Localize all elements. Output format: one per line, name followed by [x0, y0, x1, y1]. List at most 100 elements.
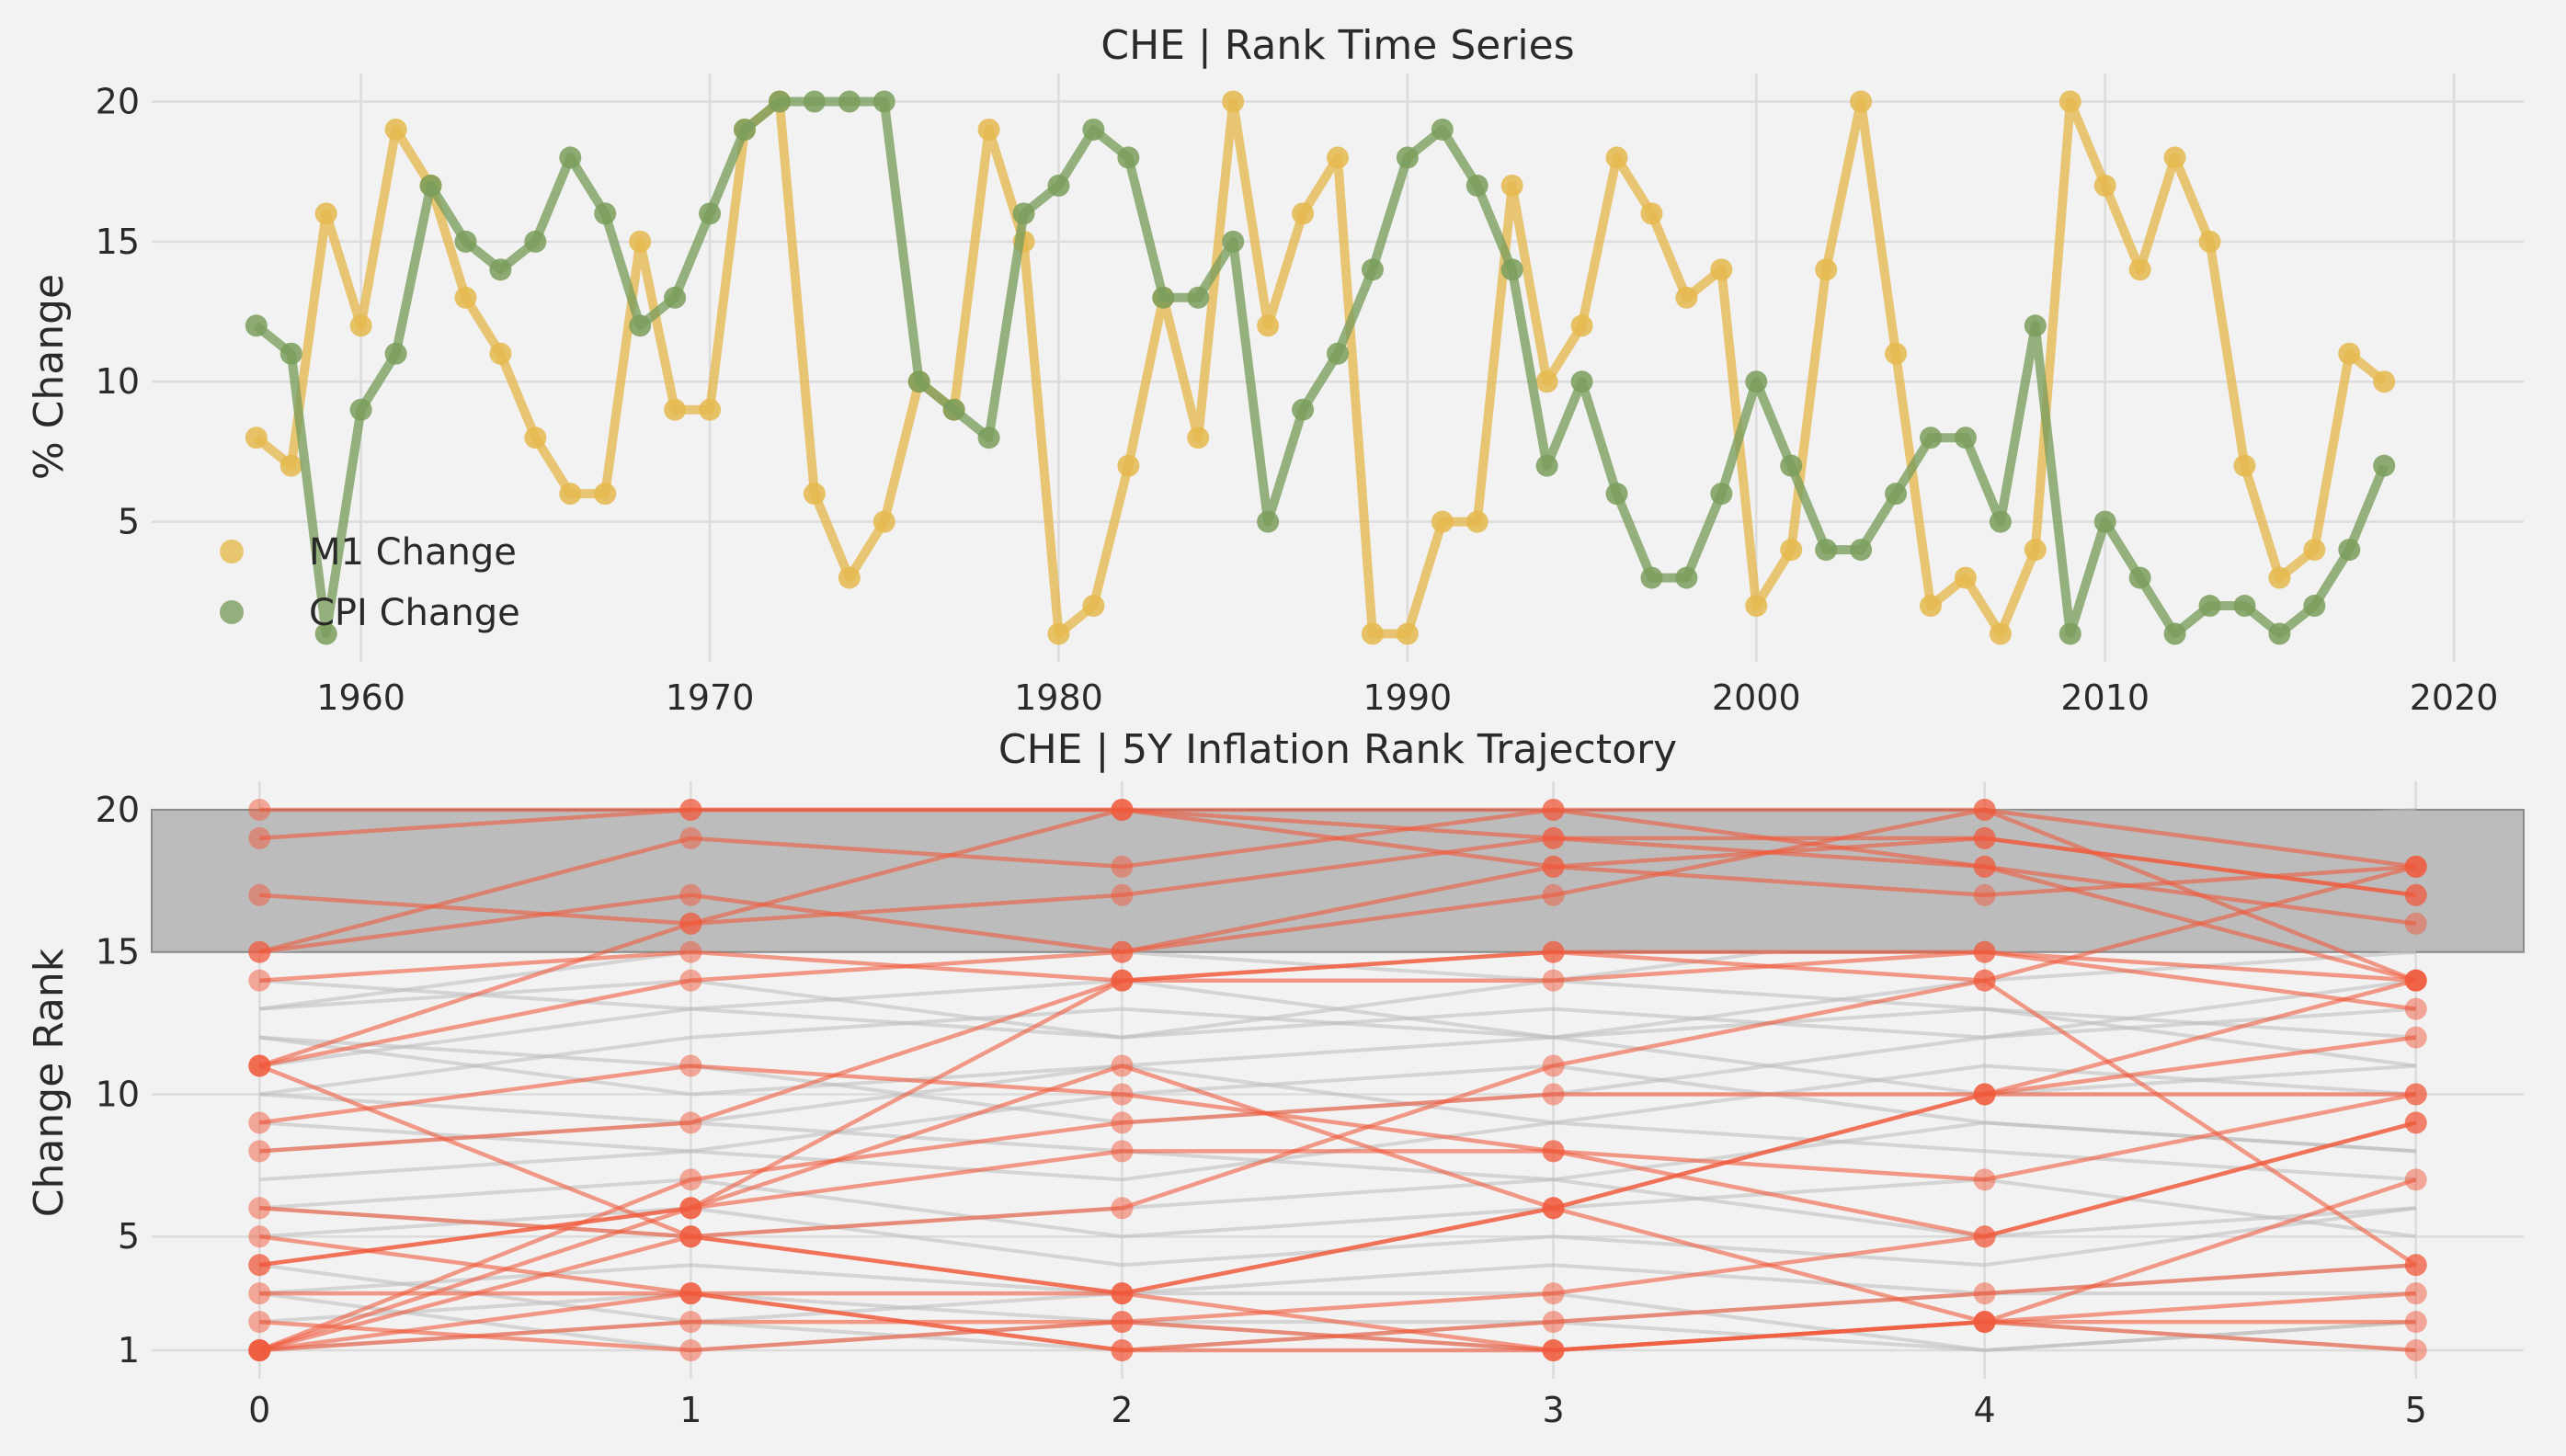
- trajectory-point: [248, 940, 271, 963]
- data-point: [524, 427, 547, 449]
- bottom-y-tick-label: 20: [96, 790, 140, 830]
- data-point: [384, 342, 407, 365]
- trajectory-point: [248, 826, 271, 849]
- data-point: [664, 286, 687, 309]
- trajectory-point: [1973, 883, 1996, 906]
- bottom-chart-ylabel: Change Rank: [26, 948, 73, 1217]
- bottom-x-tick-label: 0: [248, 1390, 270, 1430]
- data-point: [1500, 258, 1523, 281]
- data-point: [2163, 146, 2186, 169]
- trajectory-line: [258, 950, 2416, 1353]
- trajectory-point: [1111, 1054, 1134, 1077]
- trajectory-point: [679, 826, 702, 849]
- data-point: [2198, 230, 2221, 253]
- trajectory-point: [248, 1254, 271, 1277]
- data-point: [1396, 622, 1419, 645]
- trajectory-point: [2404, 912, 2427, 935]
- trajectory-point: [1111, 1083, 1134, 1106]
- data-point: [2128, 258, 2151, 281]
- data-point: [1605, 146, 1628, 169]
- trajectory-point: [1111, 798, 1134, 821]
- highlighted-trajectory: [248, 1111, 2427, 1277]
- bottom-x-tick-label: 1: [679, 1390, 701, 1430]
- data-point: [942, 398, 965, 421]
- data-point: [245, 314, 268, 337]
- data-point: [664, 398, 687, 421]
- data-point: [314, 622, 337, 645]
- data-point: [1815, 258, 1838, 281]
- trajectory-point: [1542, 1140, 1565, 1163]
- data-point: [1954, 566, 1977, 589]
- rank-time-series-chart: CHE | Rank Time Series % Change 1960 1970…: [26, 22, 2524, 718]
- trajectory-point: [1542, 1083, 1565, 1106]
- trajectory-point: [1973, 826, 1996, 849]
- data-point: [349, 314, 372, 337]
- trajectory-point: [2404, 1083, 2427, 1106]
- data-point: [1431, 118, 1454, 141]
- trajectory-line: [259, 836, 2416, 927]
- data-point: [1082, 595, 1105, 618]
- data-point: [1292, 202, 1315, 225]
- background-trajectory: [259, 1177, 2416, 1239]
- legend-label-cpi: CPI Change: [309, 592, 520, 634]
- series-m1: [245, 90, 2396, 645]
- highlighted-trajectory: [248, 969, 2427, 1277]
- data-point: [1465, 510, 1488, 533]
- trajectory-point: [1973, 1282, 1996, 1305]
- trajectory-line: [259, 1064, 2417, 1182]
- trajectory-line: [259, 1177, 2417, 1353]
- data-point: [2198, 595, 2221, 618]
- top-x-tick-label: 2020: [2410, 677, 2499, 718]
- data-point: [1257, 510, 1280, 533]
- trajectory-point: [679, 883, 702, 906]
- data-point: [2059, 90, 2081, 113]
- data-point: [1850, 90, 1873, 113]
- data-point: [1222, 230, 1245, 253]
- trajectory-point: [1111, 1311, 1134, 1334]
- top-y-tick-label: 5: [118, 502, 140, 542]
- trajectory-point: [679, 798, 702, 821]
- data-point: [2128, 566, 2151, 589]
- background-trajectory: [259, 1035, 2416, 1125]
- data-point: [454, 230, 477, 253]
- data-point: [1745, 595, 1768, 618]
- top-chart-ticks: 1960 1970 1980 1990 2000 2010 2020 5 10 15 20: [96, 81, 2499, 718]
- data-point: [524, 230, 547, 253]
- data-point: [734, 118, 756, 141]
- trajectory-point: [248, 969, 271, 992]
- background-trajectory: [259, 978, 2416, 1068]
- data-point: [1675, 566, 1698, 589]
- top-chart-title: CHE | Rank Time Series: [1101, 22, 1574, 69]
- trajectory-point: [1973, 1311, 1996, 1334]
- data-point: [699, 398, 722, 421]
- trajectory-line: [259, 1291, 2416, 1353]
- trajectory-point: [1111, 1282, 1134, 1305]
- data-point: [838, 90, 861, 113]
- data-point: [1257, 314, 1280, 337]
- data-point: [1187, 286, 1210, 309]
- trajectory-point: [248, 1225, 271, 1248]
- bottom-x-tick-label: 3: [1542, 1390, 1564, 1430]
- data-point: [872, 90, 895, 113]
- trajectory-point: [1973, 855, 1996, 878]
- trajectory-point: [1973, 1168, 1996, 1191]
- trajectory-point: [679, 1197, 702, 1220]
- trajectory-point: [1973, 969, 1996, 992]
- trajectory-point: [2404, 1168, 2427, 1191]
- top-chart-legend: M1 Change CPI Change: [220, 531, 520, 634]
- trajectory-point: [1542, 798, 1565, 821]
- trajectory-line: [258, 836, 2416, 1068]
- bottom-y-tick-label: 1: [118, 1330, 140, 1371]
- data-point: [838, 566, 861, 589]
- data-point: [245, 427, 268, 449]
- data-point: [1710, 483, 1733, 506]
- data-point: [1500, 174, 1523, 197]
- data-point: [314, 202, 337, 225]
- bottom-x-tick-label: 5: [2405, 1390, 2427, 1430]
- trajectory-point: [1542, 1054, 1565, 1077]
- data-point: [2268, 622, 2291, 645]
- data-point: [279, 454, 302, 477]
- trajectory-point: [1542, 1311, 1565, 1334]
- bottom-x-tick-label: 4: [1974, 1390, 1996, 1430]
- data-point: [1640, 566, 1663, 589]
